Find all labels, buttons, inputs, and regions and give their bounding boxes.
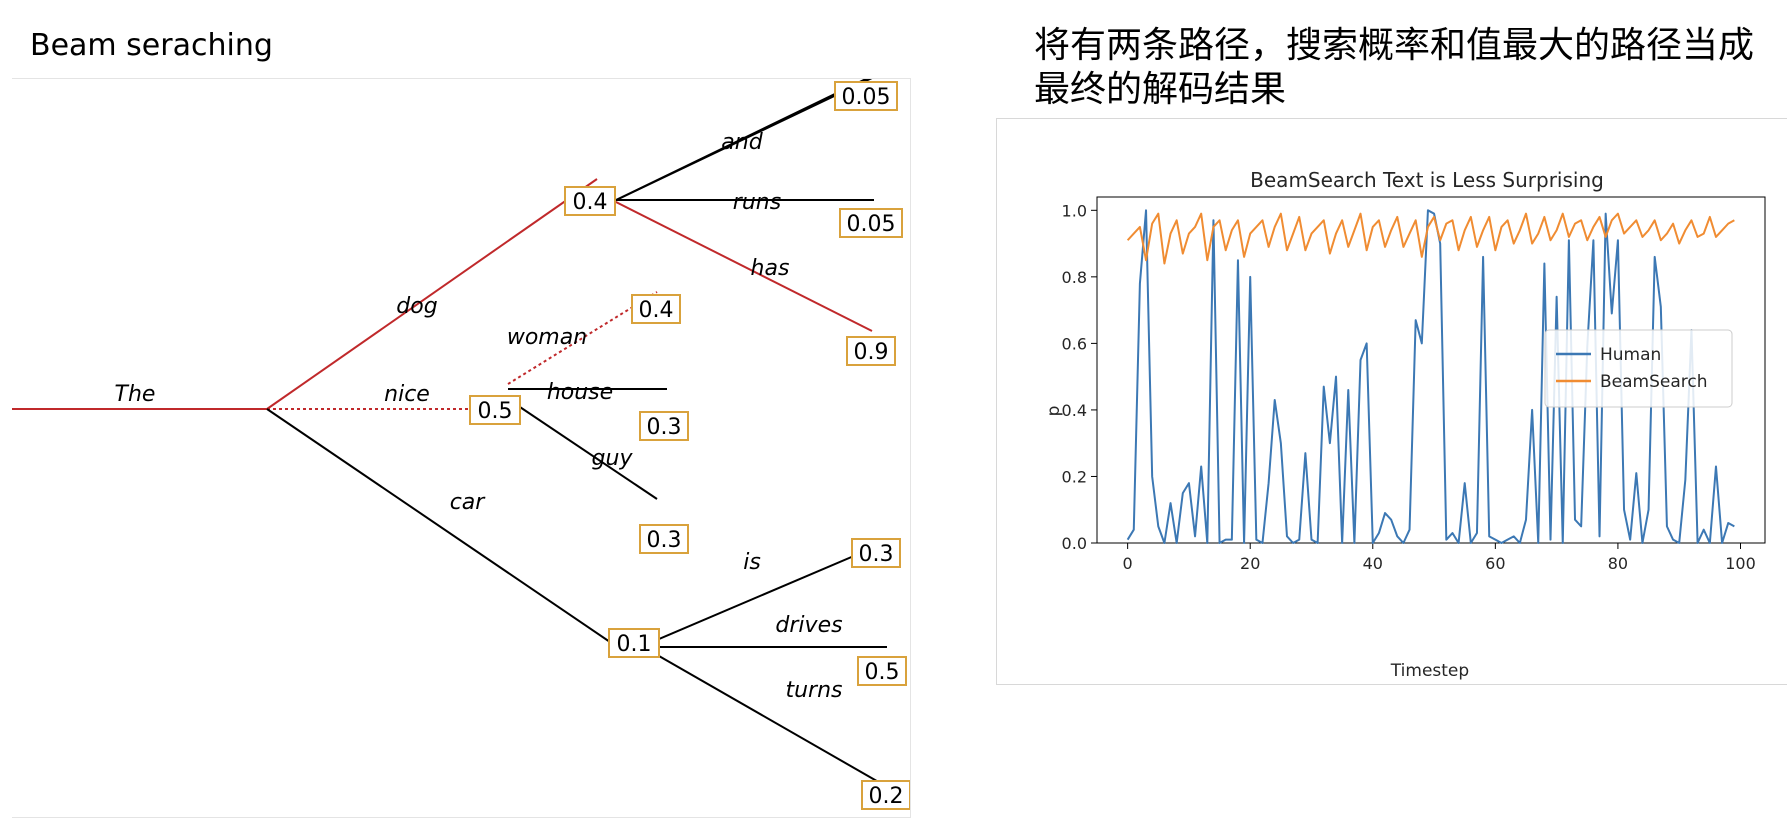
prob-box-guy-leaf: 0.3 (639, 524, 689, 554)
x-tick-label: 80 (1608, 554, 1628, 573)
svg-text:0.3: 0.3 (647, 415, 682, 440)
prob-box-and-leaf: 0.05 (834, 81, 898, 111)
prob-box-dog-node: 0.4 (564, 186, 616, 216)
word-the: The (115, 382, 156, 407)
edge-dog (266, 178, 598, 410)
chart-title: BeamSearch Text is Less Surprising (1250, 168, 1604, 192)
right-title: 将有两条路径，搜索概率和值最大的路径当成最终的解码结果 (1034, 25, 1755, 110)
word-is: is (743, 550, 761, 575)
x-tick-label: 40 (1363, 554, 1383, 573)
beam-search-tree: The dog nice car and runs has woman hous… (12, 75, 911, 810)
prob-box-has-leaf: 0.9 (846, 336, 896, 366)
svg-text:0.05: 0.05 (842, 85, 891, 110)
y-tick-label: 0.0 (1062, 534, 1087, 553)
edge-car (266, 408, 611, 643)
prob-box-car-node: 0.1 (608, 628, 660, 658)
word-drives: drives (775, 613, 842, 638)
prob-box-drives-leaf: 0.5 (857, 656, 907, 686)
x-tick-label: 100 (1725, 554, 1756, 573)
prob-box-is-leaf: 0.3 (851, 538, 901, 568)
edge-guy (507, 398, 658, 500)
chart-series (1126, 209, 1735, 544)
edge-is (651, 543, 883, 643)
prob-box-runs-leaf: 0.05 (839, 208, 903, 238)
y-tick-label: 0.4 (1062, 401, 1087, 420)
x-tick-label: 0 (1123, 554, 1133, 573)
chart-ylabel: p (1044, 406, 1064, 417)
word-guy: guy (592, 446, 634, 471)
x-tick-label: 20 (1240, 554, 1260, 573)
legend-label-human: Human (1600, 345, 1661, 365)
svg-text:0.5: 0.5 (865, 660, 900, 685)
word-runs: runs (733, 190, 781, 215)
word-and: and (721, 130, 763, 155)
x-tick-label: 60 (1485, 554, 1505, 573)
svg-text:0.9: 0.9 (854, 340, 889, 365)
svg-text:0.3: 0.3 (859, 542, 894, 567)
chart-axes: 0 20 40 60 80 100 0.0 0.2 0.4 0.6 0.8 1.0 (1062, 196, 1766, 573)
series-line-beamsearch (1126, 212, 1735, 265)
prob-box-woman-leaf: 0.4 (631, 294, 681, 324)
word-turns: turns (785, 678, 842, 703)
beam-search-tree-panel: The dog nice car and runs has woman hous… (12, 75, 911, 818)
y-tick-label: 0.6 (1062, 334, 1087, 353)
word-has: has (751, 256, 790, 281)
chart-legend: Human BeamSearch (1544, 329, 1733, 408)
svg-text:0.05: 0.05 (847, 212, 896, 237)
y-tick-label: 0.8 (1062, 268, 1087, 287)
svg-text:0.3: 0.3 (647, 528, 682, 553)
word-woman: woman (507, 325, 587, 350)
beamsearch-vs-human-chart: BeamSearch Text is Less Surprising 0 20 40… (1044, 168, 1766, 681)
legend-label-beamsearch: BeamSearch (1600, 372, 1708, 392)
y-tick-label: 0.2 (1062, 467, 1087, 486)
edge-turns (651, 651, 883, 785)
word-dog: dog (396, 294, 437, 319)
edge-has (611, 199, 873, 332)
series-line-human (1126, 209, 1735, 544)
word-house: house (547, 380, 613, 405)
prob-box-turns-leaf: 0.2 (861, 780, 911, 810)
line-chart-panel: BeamSearch Text is Less Surprising 0 20 40… (996, 118, 1787, 685)
prob-box-nice-node: 0.5 (469, 395, 521, 425)
prob-box-house-leaf: 0.3 (639, 411, 689, 441)
chart-xlabel: Timestep (1390, 661, 1469, 681)
svg-text:0.4: 0.4 (573, 190, 608, 215)
word-nice: nice (384, 382, 430, 407)
y-tick-label: 1.0 (1062, 201, 1087, 220)
word-car: car (450, 490, 487, 515)
left-title: Beam seraching (30, 28, 273, 63)
svg-text:0.4: 0.4 (639, 298, 674, 323)
svg-text:0.5: 0.5 (478, 399, 513, 424)
plot-frame (1096, 196, 1766, 544)
svg-text:0.1: 0.1 (617, 632, 652, 657)
svg-text:0.2: 0.2 (869, 784, 904, 809)
